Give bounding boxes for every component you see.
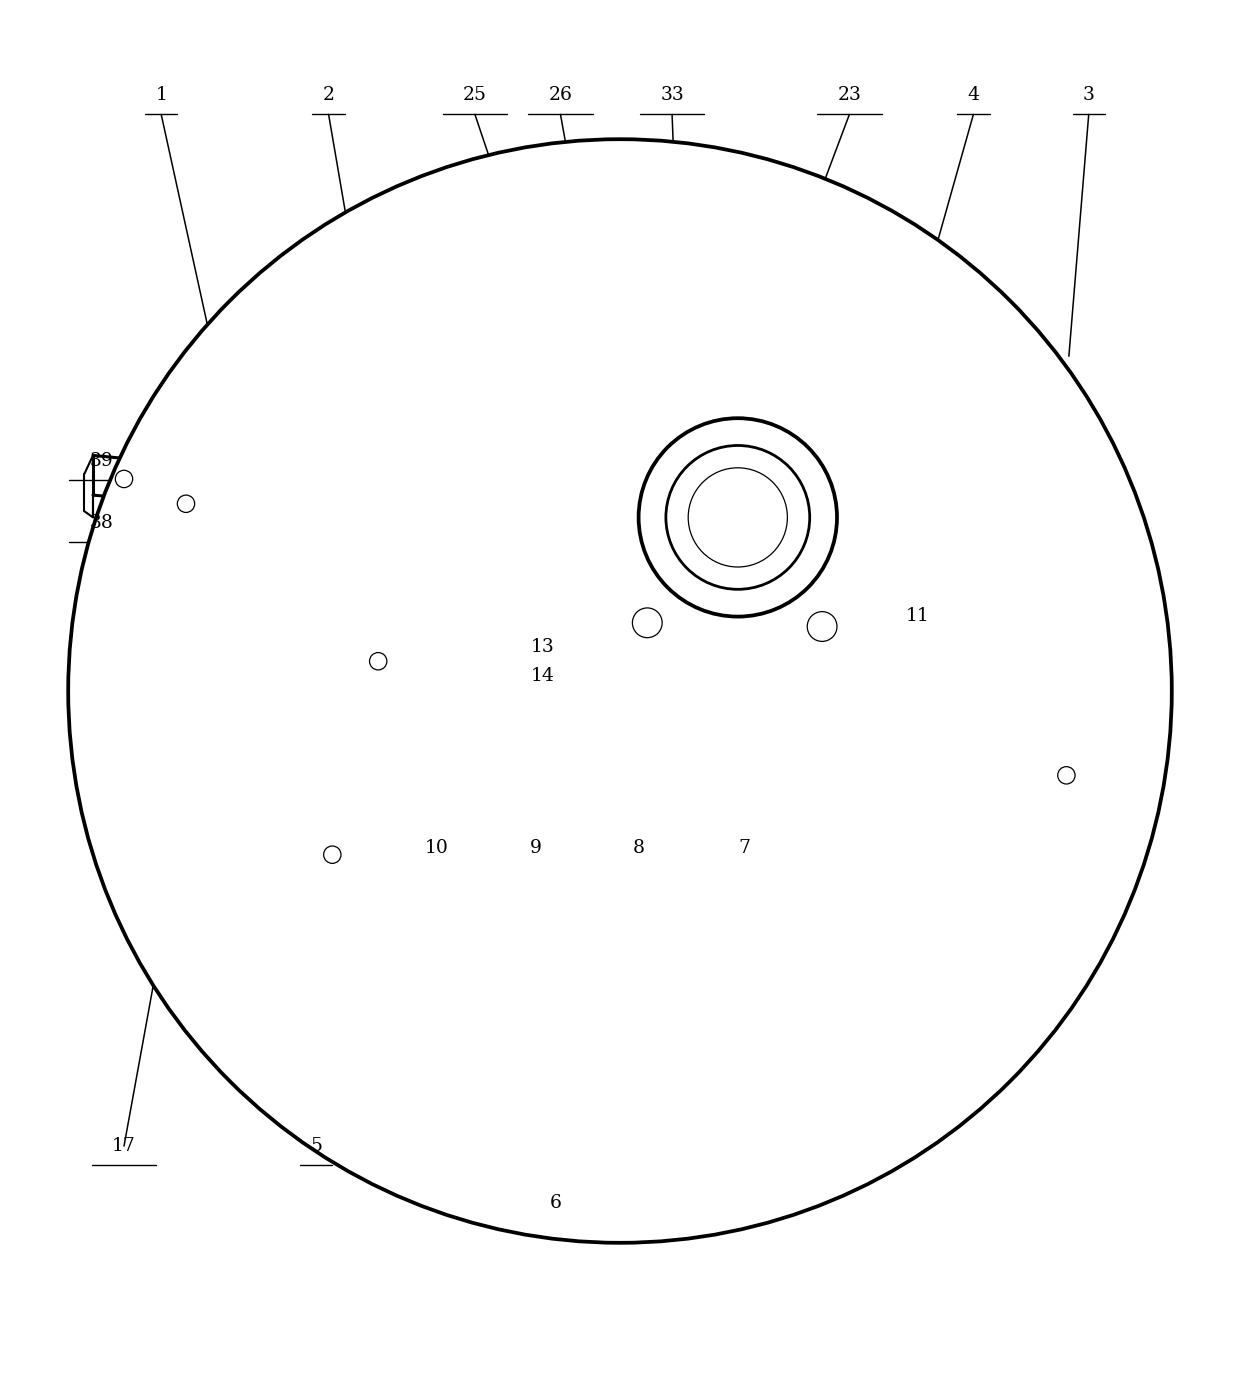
Circle shape bbox=[370, 652, 387, 670]
Text: 39: 39 bbox=[89, 452, 114, 470]
Text: 11: 11 bbox=[905, 607, 930, 625]
Text: 9: 9 bbox=[529, 839, 542, 857]
Text: 13: 13 bbox=[531, 638, 556, 656]
Text: 3: 3 bbox=[1083, 87, 1095, 105]
Circle shape bbox=[177, 495, 195, 513]
Circle shape bbox=[807, 612, 837, 641]
Circle shape bbox=[68, 140, 1172, 1242]
Circle shape bbox=[688, 467, 787, 567]
Text: 38: 38 bbox=[89, 514, 114, 532]
Circle shape bbox=[639, 419, 837, 616]
Circle shape bbox=[115, 470, 133, 488]
Text: 33: 33 bbox=[660, 87, 684, 105]
Text: 23: 23 bbox=[837, 87, 862, 105]
Circle shape bbox=[666, 445, 810, 589]
Text: 25: 25 bbox=[463, 87, 487, 105]
Text: 4: 4 bbox=[967, 87, 980, 105]
Text: 5: 5 bbox=[310, 1137, 322, 1155]
Text: 26: 26 bbox=[548, 87, 573, 105]
Circle shape bbox=[1058, 767, 1075, 784]
Text: 2: 2 bbox=[322, 87, 335, 105]
Text: 6: 6 bbox=[549, 1194, 562, 1212]
Text: 17: 17 bbox=[112, 1137, 136, 1155]
Circle shape bbox=[632, 608, 662, 637]
Text: 14: 14 bbox=[531, 666, 556, 685]
Text: 1: 1 bbox=[155, 87, 167, 105]
Text: 8: 8 bbox=[632, 839, 645, 857]
Text: 10: 10 bbox=[424, 839, 449, 857]
Text: 7: 7 bbox=[738, 839, 750, 857]
Circle shape bbox=[324, 846, 341, 864]
